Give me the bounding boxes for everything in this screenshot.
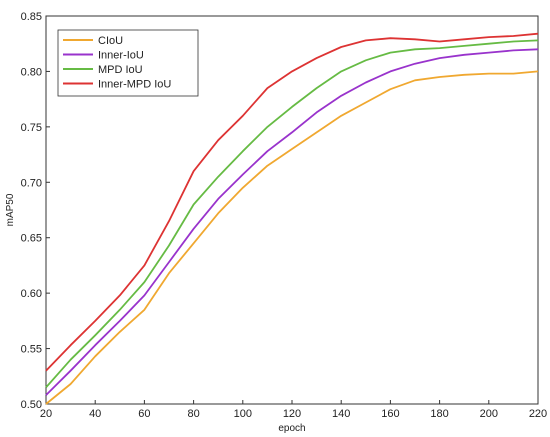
legend-label: CIoU [98,35,123,47]
y-axis-title: mAP50 [5,193,16,226]
series-line-ciou [45,70,539,405]
series-line-inner-iou [45,48,539,396]
legend-label: Inner-IoU [98,50,144,62]
x-tick-label: 200 [480,408,498,420]
x-tick-label: 80 [187,408,199,420]
y-tick-label: 0.60 [21,288,42,300]
series-lines [45,32,539,405]
x-tick-label: 120 [283,408,301,420]
x-tick-label: 100 [234,408,252,420]
x-tick-label: 180 [430,408,448,420]
x-tick-label: 20 [40,408,52,420]
x-tick-label: 60 [138,408,150,420]
x-tick-label: 160 [381,408,399,420]
legend: CIoU Inner-IoU MPD IoU Inner-MPD IoU [57,29,199,97]
x-tick-label: 220 [529,408,547,420]
y-tick-label: 0.65 [21,233,42,245]
y-tick-label: 0.75 [21,122,42,134]
y-tick-label: 0.55 [21,344,42,356]
x-axis: 20 40 60 80 100 120 140 160 180 200 220 [40,400,547,420]
x-tick-label: 140 [332,408,350,420]
series-line-mpd-iou [45,39,539,388]
legend-label: MPD IoU [98,64,143,76]
legend-label: Inner-MPD IoU [98,79,171,91]
series-line-inner-mpd-iou [45,32,539,372]
y-tick-label: 0.85 [21,11,42,23]
y-tick-label: 0.70 [21,177,42,189]
y-axis: 0.50 0.55 0.60 0.65 0.70 0.75 0.80 0.85 [21,11,50,411]
x-tick-label: 40 [89,408,101,420]
x-axis-title: epoch [278,423,305,434]
y-tick-label: 0.50 [21,399,42,411]
y-tick-label: 0.80 [21,66,42,78]
